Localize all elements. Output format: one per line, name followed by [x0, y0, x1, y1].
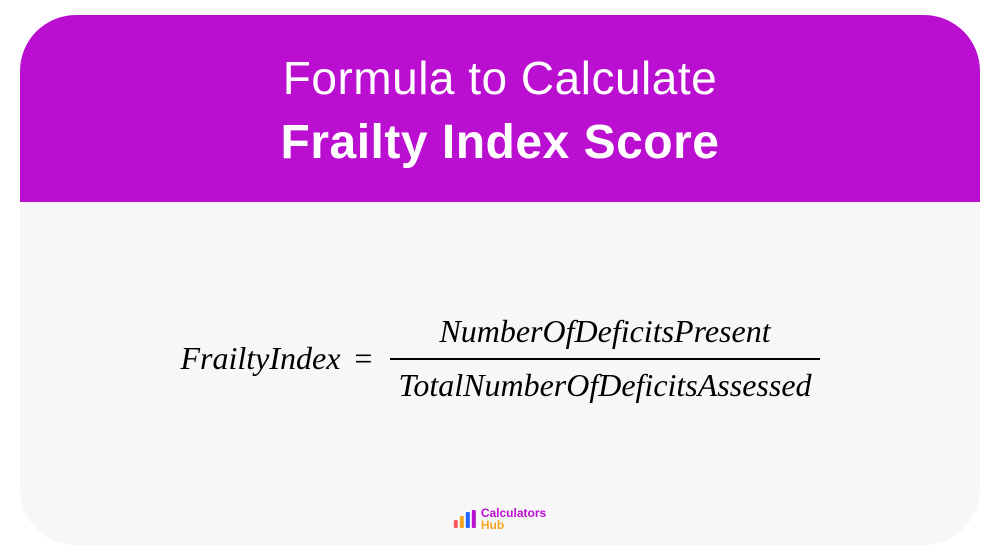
formula-area: FrailtyIndex = NumberOfDeficitsPresent T… [20, 202, 980, 545]
denominator: TotalNumberOfDeficitsAssessed [390, 360, 819, 407]
title-line-2: Frailty Index Score [40, 115, 960, 170]
logo-bar-2 [460, 516, 464, 528]
fraction: NumberOfDeficitsPresent TotalNumberOfDef… [390, 310, 819, 406]
logo-bar-3 [466, 512, 470, 528]
title-line-1: Formula to Calculate [40, 51, 960, 105]
formula-card: Formula to Calculate Frailty Index Score… [20, 15, 980, 545]
logo-text-bottom: Hub [481, 519, 546, 531]
card-header: Formula to Calculate Frailty Index Score [20, 15, 980, 202]
logo-bar-4 [472, 510, 476, 528]
logo-bars-icon [454, 510, 476, 528]
equals-sign: = [354, 340, 372, 377]
formula-lhs: FrailtyIndex [180, 340, 340, 377]
formula: FrailtyIndex = NumberOfDeficitsPresent T… [180, 310, 819, 406]
logo-text: Calculators Hub [481, 507, 546, 531]
numerator: NumberOfDeficitsPresent [431, 310, 778, 357]
logo-bar-1 [454, 520, 458, 528]
brand-logo: Calculators Hub [454, 507, 546, 531]
